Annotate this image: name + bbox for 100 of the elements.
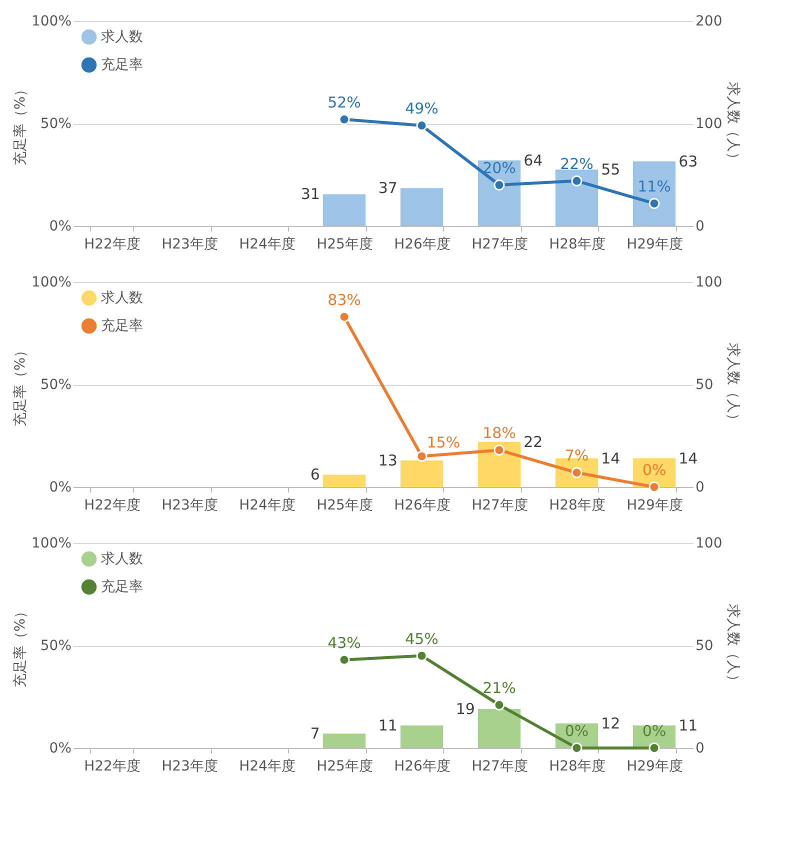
x-tick-label: H22年度 — [84, 758, 140, 774]
y2-tick-label: 0 — [696, 218, 704, 234]
y-tick-label: 50% — [40, 638, 72, 654]
bar — [322, 194, 366, 226]
legend-label: 充足率 — [101, 579, 143, 595]
data-label: 49% — [405, 100, 438, 118]
y2-axis-title: 求人数（人） — [725, 82, 742, 166]
point — [571, 175, 582, 186]
point — [648, 482, 660, 492]
bar — [478, 709, 521, 748]
y2-tick-label: 100 — [696, 116, 722, 132]
x-tick-label: H28年度 — [549, 236, 606, 252]
y2-tick-label: 100 — [696, 274, 722, 290]
x-tick-label: H23年度 — [162, 758, 218, 774]
x-tick-label: H24年度 — [239, 758, 296, 774]
x-tick-label: H28年度 — [549, 498, 606, 514]
y-tick-label: 0% — [49, 480, 72, 496]
data-label: 18% — [482, 424, 516, 442]
legend-label: 求人数 — [101, 29, 143, 45]
x-tick-label: H27年度 — [472, 758, 528, 774]
data-label: 19 — [456, 700, 475, 718]
data-label: 11 — [378, 716, 398, 734]
point — [416, 450, 428, 462]
y-tick-label: 100% — [31, 274, 72, 290]
x-tick-label: H26年度 — [394, 758, 450, 774]
bar — [400, 460, 444, 487]
x-tick-label: H27年度 — [472, 236, 528, 252]
x-tick-label: H25年度 — [316, 498, 373, 514]
y2-tick-label: 0 — [696, 480, 704, 496]
y2-tick-label: 100 — [696, 536, 722, 552]
x-tick-label: H24年度 — [239, 498, 296, 514]
y2-axis-title: 求人数（人） — [725, 343, 742, 427]
data-label: 0% — [642, 461, 666, 479]
data-label: 13 — [378, 451, 398, 470]
data-label: 55 — [601, 160, 620, 179]
data-label: 37 — [378, 179, 398, 198]
x-tick-label: H26年度 — [394, 498, 450, 514]
x-tick-label: H29年度 — [626, 236, 683, 252]
bar — [322, 734, 366, 748]
x-tick-label: H22年度 — [84, 498, 140, 514]
point — [416, 650, 428, 662]
bar — [478, 160, 521, 226]
data-label: 64 — [524, 151, 543, 170]
point — [494, 444, 505, 456]
x-tick-label: H25年度 — [316, 236, 373, 252]
bar — [400, 725, 444, 748]
data-label: 0% — [564, 722, 589, 740]
bar — [400, 188, 444, 226]
data-label: 12 — [601, 714, 620, 732]
y2-tick-label: 0 — [696, 740, 704, 756]
y-axis-title: 充足率（%） — [12, 343, 28, 427]
data-label: 14 — [601, 449, 620, 468]
data-label: 22 — [524, 432, 543, 451]
x-tick-label: H22年度 — [84, 236, 140, 252]
data-label: 0% — [642, 722, 666, 740]
y-axis-title: 充足率（%） — [12, 82, 28, 166]
bar — [632, 161, 676, 226]
point — [338, 311, 350, 322]
data-label: 52% — [328, 93, 361, 112]
bar — [555, 170, 598, 226]
y-tick-label: 50% — [40, 116, 72, 132]
data-label: 14 — [678, 449, 698, 468]
x-tick-label: H27年度 — [472, 498, 528, 514]
data-label: 31 — [300, 185, 320, 204]
legend-label: 充足率 — [101, 57, 143, 73]
y2-tick-label: 200 — [696, 14, 722, 30]
point — [338, 654, 350, 666]
point — [494, 699, 505, 710]
data-label: 6 — [310, 466, 320, 484]
data-label: 11% — [638, 177, 671, 196]
y2-tick-label: 50 — [696, 377, 714, 393]
point — [648, 198, 660, 209]
y-tick-label: 0% — [49, 218, 72, 234]
bar — [478, 442, 521, 487]
data-label: 20% — [482, 159, 516, 177]
y-tick-label: 0% — [49, 740, 72, 756]
data-label: 15% — [426, 433, 460, 452]
data-label: 83% — [328, 290, 361, 309]
point — [416, 120, 428, 132]
data-label: 63 — [678, 152, 698, 170]
data-label: 45% — [405, 630, 438, 648]
data-label: 43% — [328, 634, 361, 652]
x-tick-label: H25年度 — [316, 758, 373, 774]
point — [571, 742, 582, 754]
data-label: 11 — [678, 716, 698, 734]
x-tick-label: H29年度 — [626, 758, 683, 774]
y-tick-label: 100% — [31, 14, 72, 30]
point — [494, 180, 505, 190]
data-label: 7 — [310, 724, 320, 743]
bar — [322, 474, 366, 487]
y-tick-label: 50% — [40, 377, 72, 393]
point — [338, 114, 350, 125]
x-tick-label: H23年度 — [162, 498, 218, 514]
legend-label: 充足率 — [101, 318, 143, 334]
y2-axis-title: 求人数（人） — [725, 604, 742, 688]
x-tick-label: H26年度 — [394, 236, 450, 252]
legend-label: 求人数 — [101, 290, 143, 306]
data-label: 22% — [560, 154, 594, 173]
data-label: 21% — [482, 678, 516, 697]
legend-label: 求人数 — [101, 551, 143, 567]
